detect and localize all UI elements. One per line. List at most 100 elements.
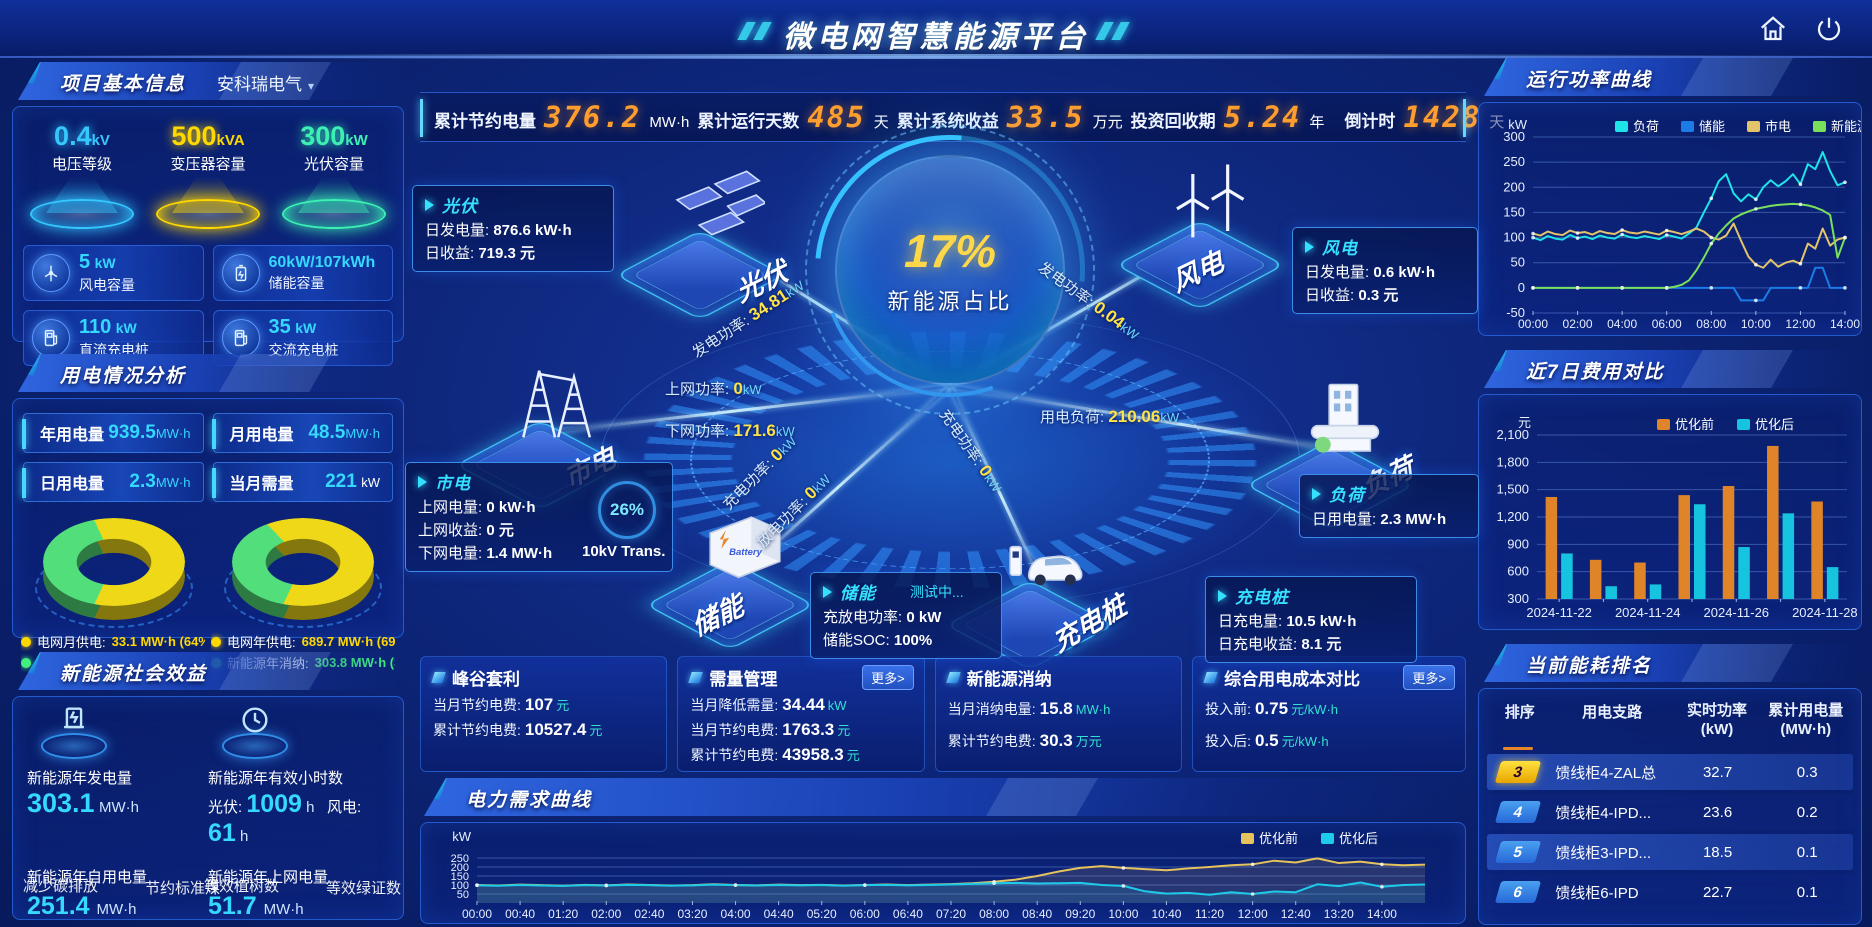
kpi-bar: 累计节约电量 376.2 MW·h 累计运行天数 485 天 累计系统收益 33… [420,92,1504,142]
flow-grid-export: 上网功率: 0kW [665,379,762,398]
stat-unit: MW·h [155,426,191,441]
building-icon [1310,383,1380,453]
stat-month-demand: 当月需量 221 kW [211,462,393,502]
panel-corner-icon [12,350,42,376]
svg-text:1,500: 1,500 [1496,482,1529,497]
svg-text:02:00: 02:00 [1563,317,1593,331]
stat-label: 月用电量 [229,427,294,444]
table-row[interactable]: 3 馈线柜4-ZAL总 32.7 0.3 [1487,754,1853,790]
svg-text:00:40: 00:40 [505,907,535,921]
legend-label: 电网月供电: [37,635,106,650]
stat-value: 2.3 [129,471,156,492]
node-load: 负荷 [1245,370,1430,530]
line-label: 光伏: [208,799,243,816]
stat-day-usage: 日用电量 2.3MW·h [22,462,204,502]
svg-text:kW: kW [452,829,472,844]
svg-text:09:20: 09:20 [1065,907,1095,921]
chevron-down-icon: ▾ [307,79,314,93]
stat-label: 新能源年上网电量 [208,869,329,886]
infobox-title: 风电 [1322,239,1358,258]
chevron-icon [418,475,427,488]
stat-wind-capacity: 5 kW 风电容量 [23,245,204,301]
svg-text:08:40: 08:40 [1022,907,1052,921]
project-selector[interactable]: 安科瑞电气 ▾ [217,70,314,95]
panel-title: 近7日费用对比 [1526,362,1665,383]
light-cone [298,177,370,213]
svg-text:50: 50 [1511,255,1525,270]
svg-text:2024-11-22: 2024-11-22 [1526,605,1592,620]
battery-container-icon: Battery [709,516,781,579]
more-button[interactable]: 更多> [1403,665,1455,690]
svg-text:14:00: 14:00 [1367,907,1397,921]
more-button[interactable]: 更多> [862,665,914,690]
wind-turbines-icon [1176,164,1245,238]
stat-value: 303.1 [27,788,95,818]
card-corner-icon [431,672,446,683]
table-row[interactable]: 4 馈线柜4-IPD... 23.6 0.2 [1487,794,1853,830]
column-header-energy: 累计用电量 (MW·h) [1768,702,1844,738]
capacity-platforms: 0.4kV 电压等级 500kVA 变压器容量 300kW 光伏容量 [13,107,403,229]
svg-text:2,100: 2,100 [1496,427,1529,442]
panel-header: 新能源社会效益 [18,652,404,690]
stat-label: 新能源年发电量 [27,770,133,787]
card-line: 累计节约电费: 10527.4 元 [433,720,603,739]
infobox-title: 光伏 [442,197,478,216]
panel-header: 用电情况分析 [18,354,404,392]
svg-text:100: 100 [451,880,469,892]
svg-text:06:00: 06:00 [850,907,880,921]
svg-text:300: 300 [1507,591,1529,606]
kpi-unit: 天 [873,114,889,131]
new-energy-label: 新能源占比 [887,289,1013,314]
card-line: 当月降低需量: 34.44 kW [690,695,847,714]
stat-value: 251.4 MW·h [27,892,137,920]
power-icon[interactable] [1814,14,1844,44]
svg-text:04:00: 04:00 [721,907,751,921]
stat-value: 300 [300,121,346,151]
panel-corner-icon [1478,640,1508,666]
legend-dot [21,657,31,668]
power-curve-chart: -50 0 50 100 150 200 250 300 kW 00:00 02:00 04:00 06… [1479,103,1861,335]
header-decor-slash [753,22,772,40]
stat-value: 60kW/107kWh [268,253,376,271]
svg-text:03:20: 03:20 [677,907,707,921]
infobox-wind: 风电 日发电量: 0.6 kW·h 日收益: 0.3 元 [1292,227,1478,314]
pv-hours-line: 光伏: 1009 h 风电: 61 h [208,790,389,848]
legend-label: 电网年供电: [227,635,296,650]
card-corner-icon [945,672,961,683]
cell-branch: 馈线柜4-ZAL总 [1555,764,1657,782]
panel-corner-icon [12,648,42,674]
panel-corner-icon [1478,54,1508,80]
header-decor-slash [737,22,756,40]
svg-text:150: 150 [1503,204,1525,219]
usage-stats: 年用电量 939.5MW·h 月用电量 48.5MW·h 日用电量 2.3MW·… [13,399,403,506]
infobox-storage: 储能 测试中... 充放电功率: 0 kW 储能SOC: 100% [810,572,1002,659]
infobox-line: 日充电收益: 8.1 元 [1218,636,1342,653]
card-line: 当月节约电费: 107 元 [433,695,570,714]
cell-power: 32.7 [1702,763,1733,781]
panel-title: 新能源社会效益 [60,664,208,685]
kpi-total-saved-energy: 累计节约电量 376.2 MW·h [434,100,689,134]
infobox-title: 负荷 [1329,486,1365,505]
panel-body: 排序 用电支路 实时功率 (kW) 累计用电量 (MW·h) 3 馈线柜4-ZAL总… [1478,688,1862,925]
line-value: 1009 [246,790,302,818]
cell-power: 23.6 [1702,803,1733,821]
infobox-line: 上网收益: 0 元 [418,522,514,539]
table-row[interactable]: 6 馈线柜6-IPD 22.7 0.1 [1487,874,1853,910]
stat-unit: MW·h [155,475,191,490]
flow-grid-import: 下网功率: 171.6kW [665,421,795,440]
panel-project-info: 项目基本信息 安科瑞电气 ▾ 0.4kV 电压等级 500kVA 变压器容量 [12,62,404,366]
home-icon[interactable] [1758,14,1788,44]
svg-text:150: 150 [451,871,469,883]
stat-annual-generation: 新能源年发电量 303.1 MW·h [27,707,208,848]
table-header: 排序 用电支路 实时功率 (kW) 累计用电量 (MW·h) [1479,689,1861,741]
table-row[interactable]: 5 馈线柜3-IPD... 18.5 0.1 [1487,834,1853,870]
stat-unit: kW [94,255,116,271]
kpi-value: 5.24 [1223,100,1302,134]
card-demand-management: 需量管理 更多> 当月降低需量: 34.44 kW 当月节约电费: 1763.3 元 累… [677,656,925,772]
panel-header: 当前能耗排名 [1484,644,1862,682]
benefit-row-1: 新能源年发电量 303.1 MW·h 新能源年有效小时数 光伏: 1009 h … [13,697,403,848]
infobox-title: 市电 [435,474,471,493]
donut-chart-month [42,518,185,606]
new-energy-percentage: 17% [903,225,997,277]
panel-body: -50 0 50 100 150 200 250 300 kW 00:00 02:00 04:00 06… [1478,102,1862,336]
